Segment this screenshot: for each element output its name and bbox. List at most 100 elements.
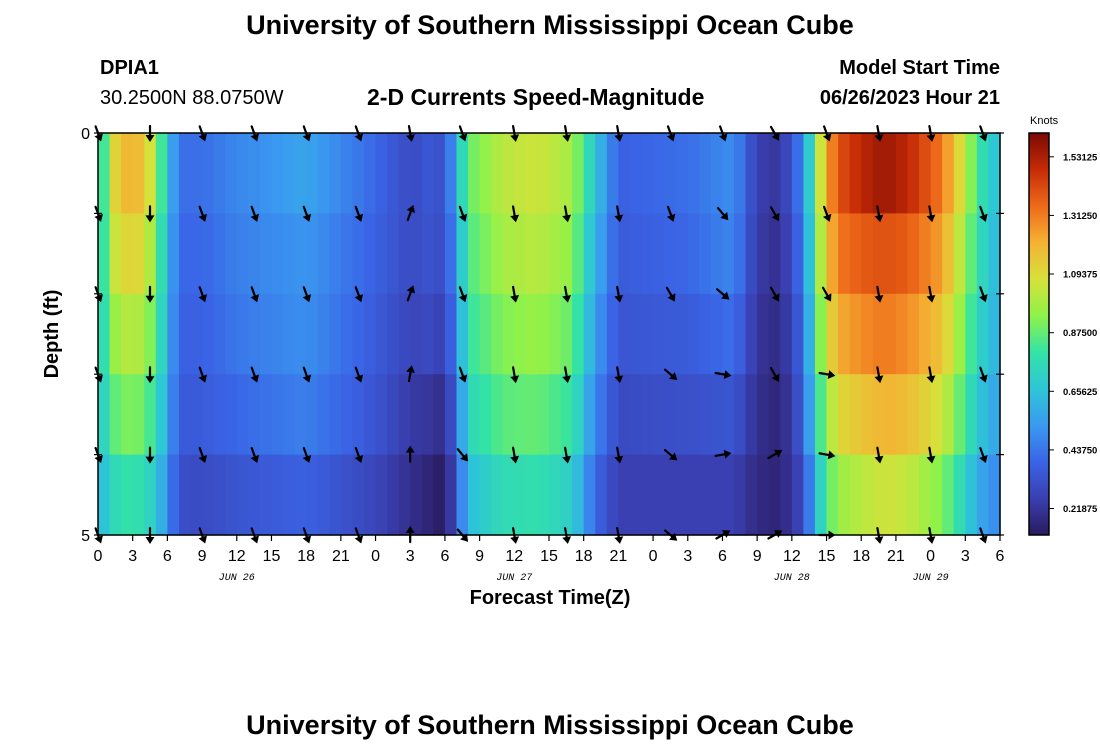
- heatmap-cell: [560, 293, 573, 375]
- heatmap-cell: [965, 374, 978, 456]
- heatmap-cell: [225, 133, 238, 214]
- current-vector-arrow: [145, 124, 155, 142]
- current-vector-arrow: [354, 205, 364, 222]
- heatmap-cell: [514, 454, 527, 536]
- heatmap-cell: [629, 133, 643, 214]
- heatmap-cell: [456, 213, 469, 295]
- current-vector-arrow: [818, 450, 836, 460]
- heatmap-cell: [248, 213, 261, 295]
- heatmap-cell: [387, 293, 400, 375]
- heatmap-cell: [549, 293, 562, 375]
- heatmap-cell: [167, 454, 180, 536]
- heatmap-cell: [213, 133, 226, 214]
- heatmap-cell: [190, 454, 203, 536]
- heatmap-cell: [340, 213, 354, 295]
- heatmap-cell: [283, 454, 296, 536]
- heatmap-cell: [745, 213, 758, 295]
- heatmap-cell: [456, 293, 469, 375]
- current-vector-arrow: [979, 286, 988, 303]
- heatmap-cell: [190, 374, 203, 456]
- current-vector-arrow: [614, 366, 624, 384]
- heatmap-cell: [872, 454, 885, 536]
- heatmap-cell: [537, 213, 550, 295]
- heatmap-cell: [872, 213, 885, 295]
- heatmap-cell: [537, 454, 550, 536]
- heatmap-cell: [387, 374, 400, 456]
- heatmap-cell: [444, 293, 458, 375]
- heatmap-cell: [814, 454, 828, 536]
- current-vector-arrow: [302, 366, 312, 383]
- heatmap-cell: [849, 213, 862, 295]
- x-tick-label: 12: [505, 548, 523, 565]
- current-vectors: [94, 124, 988, 544]
- y-axis-label: Depth (ft): [41, 290, 63, 379]
- x-tick-label: 0: [371, 548, 380, 565]
- colorbar-tick-label: 0.65625: [1063, 387, 1098, 398]
- heatmap-cell: [410, 293, 423, 375]
- heatmap-cell: [132, 293, 145, 375]
- heatmap-cell: [468, 213, 481, 295]
- current-vector-arrow: [354, 286, 364, 303]
- current-vector-arrow: [458, 286, 468, 303]
- heatmap-cell: [479, 293, 492, 375]
- heatmap-cell: [144, 374, 157, 456]
- heatmap-cell: [953, 133, 966, 214]
- heatmap-cell: [572, 293, 585, 375]
- heatmap-cell: [352, 133, 365, 214]
- heatmap-cell: [780, 293, 793, 375]
- heatmap-cell: [814, 293, 828, 375]
- heatmap-cell: [98, 213, 111, 295]
- x-tick-label: 15: [263, 548, 281, 565]
- heatmap-cell: [190, 293, 203, 375]
- heatmap-cell: [306, 374, 319, 456]
- heatmap-cell: [236, 213, 249, 295]
- heatmap-cell: [502, 293, 515, 375]
- heatmap-cell: [583, 133, 596, 214]
- current-vector-arrow: [562, 285, 572, 303]
- colorbar-tick-label: 0.21875: [1063, 504, 1098, 515]
- current-vector-arrow: [767, 449, 783, 460]
- heatmap-cell: [768, 454, 781, 536]
- heatmap-cell: [641, 374, 654, 456]
- heatmap-cell: [525, 454, 539, 536]
- x-tick-label: 18: [297, 548, 315, 565]
- y-tick-label: 5: [81, 528, 90, 545]
- heatmap-cell: [849, 293, 862, 375]
- heatmap-cell: [248, 374, 261, 456]
- heatmap-cell: [271, 293, 284, 375]
- current-vector-arrow: [354, 366, 364, 383]
- heatmap-cell: [687, 133, 700, 214]
- heatmap-cell: [491, 454, 504, 536]
- heatmap-cell: [710, 133, 724, 214]
- y-tick-label: 0: [81, 126, 90, 143]
- heatmap-cell: [317, 213, 330, 295]
- heatmap-cell: [537, 133, 550, 214]
- heatmap-cell: [595, 374, 608, 456]
- x-tick-label: 6: [440, 548, 449, 565]
- heatmap-cell: [479, 213, 492, 295]
- heatmap-cell: [768, 293, 781, 375]
- current-vector-arrow: [302, 125, 312, 142]
- heatmap-cell: [838, 213, 851, 295]
- heatmap-cell: [838, 454, 851, 536]
- current-vector-arrow: [663, 449, 678, 461]
- heatmap-cell: [930, 454, 943, 536]
- heatmap-cell: [664, 293, 677, 375]
- current-vector-arrow: [718, 125, 728, 142]
- current-vector-arrow: [874, 446, 884, 464]
- heatmap-cell: [676, 133, 689, 214]
- heatmap-cell: [919, 454, 932, 536]
- heatmap-cell: [930, 213, 943, 295]
- heatmap-cell: [676, 454, 689, 536]
- heatmap-cell: [884, 454, 897, 536]
- heatmap-cell: [190, 213, 203, 295]
- heatmap-cell: [294, 133, 307, 214]
- heatmap-cell: [791, 454, 805, 536]
- heatmap-cell: [236, 454, 249, 536]
- current-vector-arrow: [874, 285, 884, 303]
- current-vector-arrow: [406, 365, 415, 383]
- current-vector-arrow: [979, 446, 988, 464]
- heatmap-cell: [814, 374, 828, 456]
- heatmap-cell: [132, 133, 145, 214]
- heatmap-cell: [803, 374, 816, 456]
